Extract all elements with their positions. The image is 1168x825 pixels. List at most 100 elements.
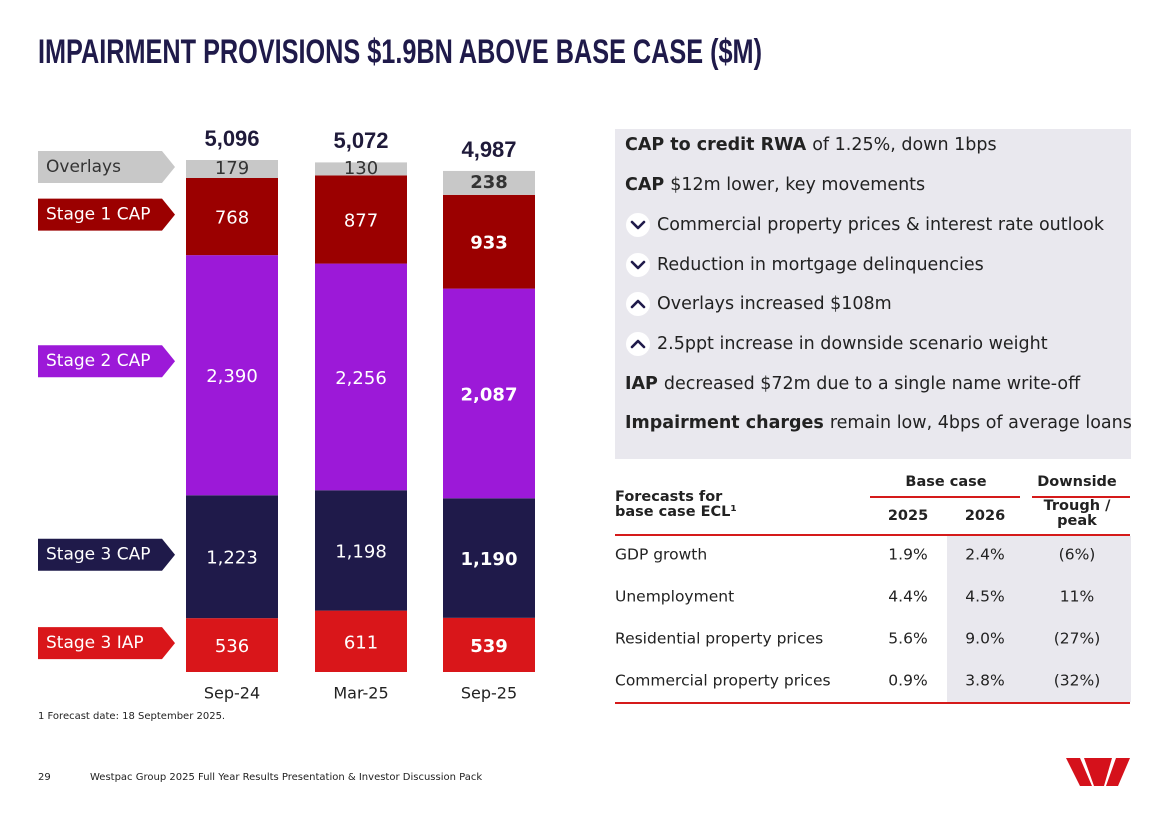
chevron-icon [626, 332, 650, 356]
table-header: 2025 [888, 508, 928, 524]
panel-bold: IAP [625, 374, 658, 394]
bar-segment [186, 495, 278, 619]
data-label: 539 [470, 636, 508, 657]
table-group: Downside [1037, 474, 1117, 490]
bar-segment [186, 160, 278, 178]
legend-arrow [38, 538, 175, 571]
data-label: 2,390 [206, 366, 258, 387]
footnote: 1 Forecast date: 18 September 2025. [38, 711, 225, 722]
table-cell: 4.5% [965, 588, 1004, 606]
bar-segment [315, 175, 407, 264]
panel-text: 2.5ppt increase in downside scenario wei… [657, 334, 1048, 354]
table-header: 2026 [965, 508, 1005, 524]
table-cell: GDP growth [615, 546, 707, 564]
panel-text: of 1.25%, down 1bps [812, 135, 996, 155]
bar-segment [186, 618, 278, 672]
data-label: 2,087 [461, 384, 518, 405]
bar-segment [186, 177, 278, 256]
bar-segment [315, 610, 407, 672]
bar-segment [443, 288, 535, 499]
panel-text: Reduction in mortgage delinquencies [657, 255, 984, 275]
bar-segment [315, 490, 407, 611]
page-number: 29 [38, 772, 51, 783]
total-label: 4,987 [461, 137, 516, 162]
panel-text: remain low, 4bps of average loans [830, 413, 1132, 433]
table-header: Trough / peak [1043, 499, 1111, 529]
table-cell: (27%) [1054, 630, 1101, 648]
table-shade [947, 536, 1131, 702]
panel-line: 2.5ppt increase in downside scenario wei… [657, 334, 1048, 354]
chevron-icon [626, 292, 650, 316]
legend-label: Stage 1 CAP [46, 205, 151, 225]
footer-text: Westpac Group 2025 Full Year Results Pre… [90, 772, 482, 783]
panel-bold: CAP to credit RWA [625, 135, 807, 155]
data-label: 179 [215, 158, 249, 179]
table-caption: Forecasts for base case ECL¹ [615, 490, 737, 520]
legend-arrow [38, 198, 175, 231]
chevron [630, 299, 646, 309]
legend-arrow [38, 627, 175, 660]
panel-text: $12m lower, key movements [670, 175, 925, 195]
panel-line: IAP decreased $72m due to a single name w… [625, 374, 1081, 394]
bar-segment [443, 194, 535, 289]
panel-line: Commercial property prices & interest ra… [657, 215, 1105, 235]
panel-bold: CAP [625, 175, 664, 195]
legend-label: Stage 2 CAP [46, 351, 151, 371]
data-label: 2,256 [335, 368, 387, 389]
panel-line: Reduction in mortgage delinquencies [657, 255, 984, 275]
table-caption: Forecasts for base case ECL¹ [615, 490, 737, 520]
data-label: 611 [344, 632, 378, 653]
data-label: 933 [470, 233, 508, 254]
table-cell: 0.9% [888, 672, 927, 690]
data-label: 238 [470, 172, 508, 193]
chevron [630, 220, 646, 230]
panel-line: CAP $12m lower, key movements [625, 175, 925, 195]
data-label: 877 [344, 211, 378, 232]
panel-line: Impairment charges remain low, 4bps of av… [625, 413, 1132, 433]
bar-segment [443, 170, 535, 195]
table-cell: 3.8% [965, 672, 1004, 690]
legend-arrow [38, 150, 175, 183]
chevron-icon [626, 253, 650, 277]
total-label: 5,096 [204, 126, 259, 151]
logo [1066, 758, 1130, 786]
x-tick-label: Sep-24 [204, 684, 260, 703]
data-label: 1,190 [461, 549, 518, 570]
table-cell: 1.9% [888, 546, 927, 564]
chevron-icon [626, 213, 650, 237]
table-cell: Commercial property prices [615, 672, 831, 690]
chevron [630, 339, 646, 349]
data-label: 768 [215, 208, 249, 229]
slide-title: IMPAIRMENT PROVISIONS $1.9BN ABOVE BASE … [38, 33, 762, 71]
legend-label: Stage 3 CAP [46, 545, 151, 565]
bar-segment [315, 162, 407, 176]
table-cell: 5.6% [888, 630, 927, 648]
panel-line: CAP to credit RWA of 1.25%, down 1bps [625, 135, 997, 155]
legend-label: Stage 3 IAP [46, 633, 144, 653]
panel-line: Overlays increased $108m [657, 294, 892, 314]
data-label: 1,198 [335, 541, 387, 562]
x-tick-label: Sep-25 [461, 684, 517, 703]
table-group: Base case [905, 474, 986, 490]
table-cell: (32%) [1054, 672, 1101, 690]
table-cell: Residential property prices [615, 630, 823, 648]
legend-label: Overlays [46, 157, 121, 177]
table-cell: Unemployment [615, 588, 734, 606]
table-cell: 11% [1060, 588, 1094, 606]
table-cell: 9.0% [965, 630, 1004, 648]
data-label: 536 [215, 636, 249, 657]
data-label: 130 [344, 158, 378, 179]
chevron [630, 260, 646, 270]
total-label: 5,072 [333, 128, 388, 153]
x-tick-label: Mar-25 [333, 684, 388, 703]
table-header: Trough / peak [1043, 499, 1111, 529]
table-cell: 4.4% [888, 588, 927, 606]
bar-segment [443, 498, 535, 618]
panel-bold: Impairment charges [625, 413, 824, 433]
bar-segment [443, 617, 535, 672]
panel-text: Overlays increased $108m [657, 294, 892, 314]
panel-text: Commercial property prices & interest ra… [657, 215, 1105, 235]
data-label: 1,223 [206, 548, 258, 569]
bar-segment [186, 255, 278, 496]
